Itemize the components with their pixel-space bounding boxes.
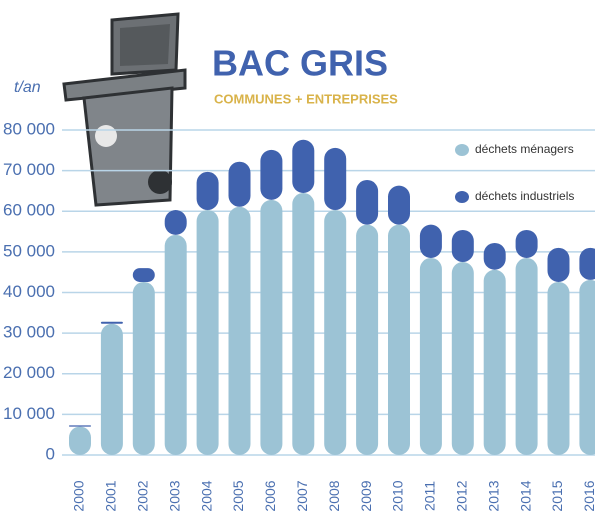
bar-segment (292, 192, 315, 455)
y-tick-label: 0 (46, 444, 55, 463)
y-tick-label: 80 000 (3, 119, 55, 138)
x-tick-label: 2010 (390, 480, 406, 511)
x-tick-label: 2006 (262, 480, 278, 511)
bar-segment (69, 426, 91, 455)
bar-segment (579, 279, 595, 455)
chart-subtitle: COMMUNES + ENTREPRISES (214, 91, 398, 106)
bar-segment (451, 262, 474, 455)
bar-segment (196, 171, 219, 211)
y-tick-label: 70 000 (3, 160, 55, 179)
bar-segment (547, 281, 570, 455)
bar-segment (419, 224, 442, 258)
bar-segment (228, 206, 251, 455)
bar-segment (388, 185, 410, 225)
bar-segment (196, 210, 219, 455)
x-tick-label: 2003 (166, 480, 182, 511)
bar-segment (69, 425, 91, 427)
legend-marker (455, 144, 469, 156)
legend-marker (455, 191, 469, 203)
x-tick-label: 2000 (71, 480, 87, 511)
bar-segment (324, 210, 347, 455)
x-tick-label: 2008 (326, 480, 342, 511)
x-tick-label: 2016 (581, 480, 595, 511)
bar-segment (579, 247, 595, 280)
bar-segment (164, 210, 187, 235)
bar-segment (260, 199, 283, 455)
x-tick-label: 2014 (517, 480, 533, 511)
y-axis-label: t/an (14, 79, 41, 96)
x-tick-label: 2009 (358, 480, 374, 511)
bar-segment (228, 161, 251, 207)
y-tick-label: 60 000 (3, 201, 55, 220)
x-tick-label: 2013 (485, 480, 501, 511)
y-tick-label: 30 000 (3, 323, 55, 342)
bar-segment (132, 268, 155, 282)
bin-icon (62, 12, 187, 207)
legend-label: déchets ménagers (475, 142, 574, 156)
bar-segment (515, 229, 538, 258)
bar-segment (515, 257, 538, 455)
bar-segment (292, 139, 315, 193)
x-tick-label: 2012 (454, 480, 470, 511)
x-tick-label: 2002 (135, 480, 151, 511)
bar-segment (388, 224, 410, 455)
y-tick-label: 10 000 (3, 404, 55, 423)
x-tick-label: 2004 (198, 480, 214, 511)
x-tick-label: 2001 (103, 480, 119, 511)
chart-title: BAC GRIS (212, 43, 388, 84)
bar-segment (132, 281, 155, 455)
x-tick-label: 2007 (294, 480, 310, 511)
x-tick-label: 2011 (422, 481, 438, 511)
bar-segment (451, 229, 474, 263)
y-tick-label: 20 000 (3, 363, 55, 382)
bar-segment (100, 321, 123, 324)
bar-segment (483, 242, 506, 270)
bar-segment (547, 247, 570, 282)
x-tick-label: 2005 (230, 480, 246, 511)
y-tick-label: 50 000 (3, 241, 55, 260)
x-tick-label: 2015 (549, 480, 565, 511)
bar-segment (100, 323, 123, 455)
bar-segment (483, 269, 506, 455)
bar-segment (164, 234, 187, 455)
bar-segment (324, 147, 347, 211)
bar-segment (356, 224, 379, 455)
legend-label: déchets industriels (475, 189, 574, 203)
y-tick-label: 40 000 (3, 282, 55, 301)
bar-segment (419, 257, 442, 455)
bar-segment (356, 179, 379, 225)
bar-segment (260, 149, 283, 200)
